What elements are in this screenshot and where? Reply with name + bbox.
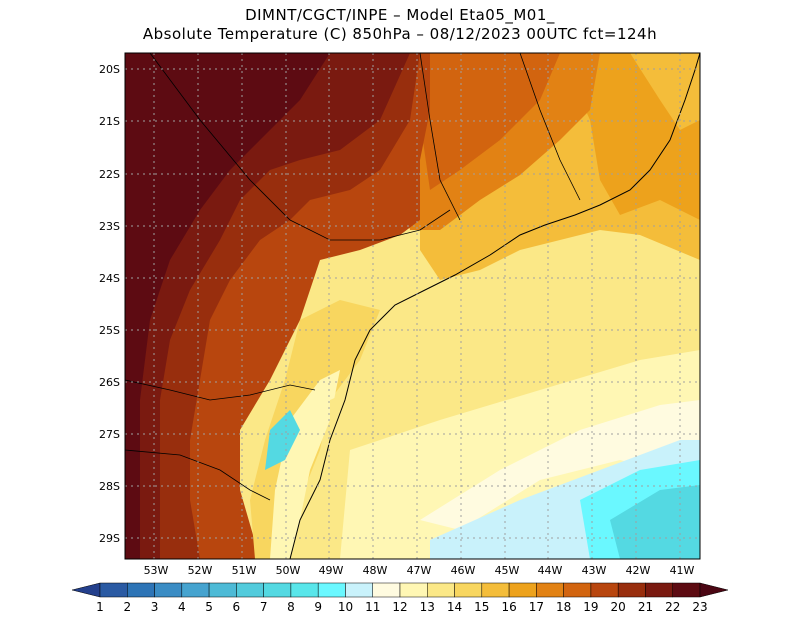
lon-label: 44W — [538, 564, 563, 577]
colorbar-label: 6 — [233, 600, 241, 614]
lon-label: 47W — [407, 564, 432, 577]
colorbar-bin — [372, 582, 401, 598]
colorbar-label: 2 — [123, 600, 131, 614]
temperature-field — [125, 53, 700, 559]
colorbar-label: 11 — [365, 600, 380, 614]
colorbar-label: 14 — [447, 600, 462, 614]
colorbar-bin — [263, 582, 292, 598]
colorbar-bin — [181, 582, 210, 598]
colorbar: 1 2 3 4 5 6 7 8 9 10 11 12 13 14 15 16 17 18 19 20 21 22 23 — [71, 582, 729, 614]
colorbar-label: 1 — [96, 600, 104, 614]
map-title-line2: Absolute Temperature (C) 850hPa – 08/12/… — [142, 25, 658, 43]
longitude-labels: 53W 52W 51W 50W 49W 48W 47W 46W 45W 44W … — [144, 564, 695, 577]
colorbar-bin — [672, 582, 701, 598]
colorbar-label: 17 — [529, 600, 544, 614]
colorbar-label: 12 — [392, 600, 407, 614]
lat-label: 24S — [99, 272, 120, 285]
lat-label: 25S — [99, 324, 120, 337]
colorbar-label: 23 — [692, 600, 707, 614]
lat-label: 20S — [99, 63, 120, 76]
lat-label: 28S — [99, 480, 120, 493]
colorbar-bin — [563, 582, 592, 598]
colorbar-bin — [345, 582, 373, 598]
colorbar-bin — [699, 582, 729, 598]
colorbar-label: 15 — [474, 600, 489, 614]
lon-label: 42W — [626, 564, 651, 577]
colorbar-bin — [127, 582, 155, 598]
colorbar-bin — [99, 582, 128, 598]
lat-label: 23S — [99, 220, 120, 233]
colorbar-bin — [427, 582, 455, 598]
lon-label: 46W — [451, 564, 476, 577]
colorbar-bin — [508, 582, 537, 598]
lat-label: 21S — [99, 115, 120, 128]
lat-label: 26S — [99, 376, 120, 389]
lat-label: 29S — [99, 532, 120, 545]
colorbar-label: 16 — [501, 600, 516, 614]
colorbar-label: 13 — [420, 600, 435, 614]
map-title-line1: DIMNT/CGCT/INPE – Model Eta05_M01_ — [245, 6, 555, 24]
colorbar-label: 9 — [314, 600, 322, 614]
colorbar-bin — [236, 582, 264, 598]
lon-label: 43W — [582, 564, 607, 577]
colorbar-bin — [481, 582, 510, 598]
colorbar-bin — [71, 582, 101, 598]
lat-label: 27S — [99, 428, 120, 441]
colorbar-bin — [590, 582, 619, 598]
colorbar-bin — [208, 582, 237, 598]
colorbar-label: 4 — [178, 600, 186, 614]
colorbar-label: 3 — [151, 600, 159, 614]
lon-label: 53W — [144, 564, 169, 577]
colorbar-label: 19 — [583, 600, 598, 614]
lon-label: 45W — [495, 564, 520, 577]
colorbar-label: 22 — [665, 600, 680, 614]
colorbar-bin — [454, 582, 483, 598]
colorbar-label: 21 — [638, 600, 653, 614]
lon-label: 48W — [363, 564, 388, 577]
colorbar-label: 20 — [611, 600, 626, 614]
lon-label: 50W — [276, 564, 301, 577]
colorbar-label: 5 — [205, 600, 213, 614]
colorbar-label: 10 — [338, 600, 353, 614]
lat-label: 22S — [99, 168, 120, 181]
colorbar-bin — [645, 582, 673, 598]
colorbar-label: 18 — [556, 600, 571, 614]
colorbar-bin — [536, 582, 564, 598]
latitude-labels: 20S 21S 22S 23S 24S 25S 26S 27S 28S 29S — [99, 63, 120, 545]
plot-frame — [124, 52, 701, 560]
colorbar-bin — [399, 582, 428, 598]
lon-label: 52W — [188, 564, 213, 577]
grid-lines — [125, 53, 700, 559]
colorbar-bin — [617, 582, 646, 598]
lon-label: 41W — [670, 564, 695, 577]
colorbar-label: 7 — [260, 600, 268, 614]
colorbar-label: 8 — [287, 600, 295, 614]
colorbar-bin — [290, 582, 319, 598]
lon-label: 51W — [232, 564, 257, 577]
colorbar-bin — [154, 582, 183, 598]
lon-label: 49W — [319, 564, 344, 577]
colorbar-bin — [317, 582, 346, 598]
